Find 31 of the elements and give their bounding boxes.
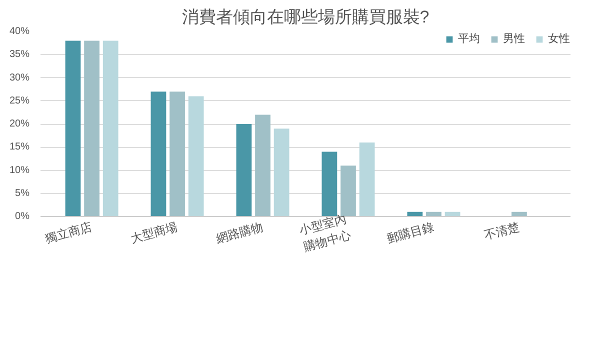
- y-tick-label: 30%: [9, 72, 30, 84]
- x-tick-label: 不清楚: [482, 220, 522, 243]
- x-tick-label: 郵購目錄: [386, 220, 436, 246]
- legend-label: 平均: [458, 32, 480, 46]
- x-tick-label: 獨立商店: [44, 220, 94, 246]
- bar: [102, 40, 118, 216]
- y-tick-label: 35%: [9, 49, 30, 60]
- bar: [255, 114, 270, 216]
- bar: [84, 40, 100, 216]
- y-tick-label: 0%: [15, 211, 30, 222]
- bar: [359, 142, 375, 216]
- bar: [274, 128, 290, 216]
- legend-label: 女性: [548, 32, 570, 46]
- y-tick-label: 25%: [9, 95, 30, 106]
- bar: [236, 124, 252, 216]
- x-tick-label: 網路購物: [214, 220, 265, 246]
- bar: [340, 166, 356, 216]
- y-tick-label: 10%: [9, 164, 30, 176]
- y-tick-label: 40%: [9, 26, 30, 37]
- y-tick-label: 15%: [9, 142, 30, 153]
- bar: [322, 152, 338, 216]
- bar: [150, 92, 166, 216]
- chart-title: 消費者傾向在哪些場所購買服裝?: [182, 8, 430, 26]
- y-tick-label: 20%: [9, 118, 30, 130]
- bar: [65, 40, 81, 216]
- legend-label: 男性: [503, 32, 525, 46]
- x-tick-label: 小型室內購物中心: [298, 212, 352, 254]
- x-tick-label: 大型商場: [129, 220, 180, 246]
- bar: [188, 96, 204, 216]
- y-tick-label: 5%: [15, 188, 30, 199]
- bar: [170, 92, 185, 216]
